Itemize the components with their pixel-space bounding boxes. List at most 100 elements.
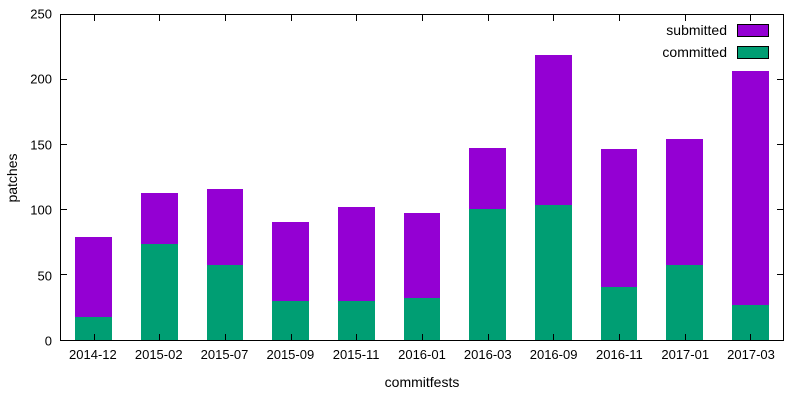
segment-committed: [600, 286, 638, 340]
segment-committed: [272, 301, 310, 340]
segment-submitted: [666, 138, 703, 265]
bar-slot: [127, 15, 193, 340]
segment-committed: [534, 204, 572, 340]
x-tick-label: 2016-01: [398, 347, 446, 362]
x-tick-label: 2015-07: [200, 347, 249, 362]
legend-item-committed: committed: [662, 44, 769, 60]
y-tick-mark: [61, 144, 67, 145]
segment-committed: [141, 243, 178, 340]
x-axis-label: commitfests: [384, 374, 460, 390]
x-tick-mark: [553, 15, 555, 21]
bars: [61, 15, 783, 340]
segment-submitted: [600, 148, 638, 287]
bar-slot: [192, 15, 258, 340]
x-tick-mark: [93, 15, 95, 21]
x-tick-label: 2016-09: [529, 347, 578, 362]
x-tick-mark: [684, 334, 686, 340]
y-tick-mark: [777, 274, 783, 275]
bar-2017-01: [666, 138, 703, 340]
segment-committed: [666, 264, 703, 340]
bar-2015-02: [141, 193, 178, 340]
legend-label-committed: committed: [662, 44, 727, 60]
segment-submitted: [206, 189, 244, 265]
segment-submitted: [403, 212, 441, 299]
x-tick-mark: [750, 15, 752, 21]
segment-committed: [206, 264, 244, 340]
x-tick-label: 2014-12: [69, 347, 117, 362]
bar-slot: [520, 15, 586, 340]
segment-submitted: [731, 70, 769, 305]
x-tick-mark: [684, 15, 686, 21]
bar-slot: [389, 15, 455, 340]
segment-committed: [403, 298, 441, 340]
y-tick-label: 0: [44, 333, 52, 349]
x-tick-label: 2015-09: [266, 347, 315, 362]
bar-2017-03: [731, 70, 769, 340]
y-tick-mark: [61, 209, 67, 210]
x-tick-mark: [618, 334, 620, 340]
y-tick-label: 100: [30, 202, 52, 218]
bar-slot: [717, 15, 783, 340]
bar-slot: [652, 15, 718, 340]
y-tick-mark: [777, 144, 783, 145]
bar-slot: [455, 15, 521, 340]
segment-submitted: [534, 55, 572, 205]
x-tick-label: 2015-02: [134, 347, 183, 362]
bar-slot: [324, 15, 390, 340]
x-tick-label: 2017-03: [727, 347, 775, 362]
bar-2015-07: [206, 189, 244, 340]
plot-area: submitted committed: [60, 14, 784, 341]
legend-item-submitted: submitted: [666, 22, 769, 38]
x-tick-mark: [487, 15, 489, 21]
segment-committed: [338, 301, 375, 340]
x-tick-label: 2016-03: [463, 347, 512, 362]
x-axis-tick-labels: 2014-12 2015-02 2015-07 2015-09 2015-11 2016-…: [60, 347, 784, 362]
bar-2014-12: [75, 237, 113, 340]
y-tick-mark: [61, 79, 67, 80]
x-tick-mark: [750, 334, 752, 340]
segment-submitted: [141, 193, 178, 244]
bar-slot: [258, 15, 324, 340]
y-tick-mark: [777, 209, 783, 210]
x-tick-mark: [356, 334, 358, 340]
segment-submitted: [469, 147, 507, 209]
y-tick-mark: [777, 79, 783, 80]
segment-committed: [75, 316, 113, 340]
x-tick-mark: [356, 15, 358, 21]
legend-swatch-committed: [737, 45, 769, 59]
bar-2015-11: [338, 207, 375, 340]
x-tick-mark: [93, 334, 95, 340]
legend-label-submitted: submitted: [666, 22, 727, 38]
x-tick-mark: [290, 334, 292, 340]
bar-2016-11: [600, 148, 638, 340]
bar-2016-09: [534, 55, 572, 340]
y-tick-mark: [61, 274, 67, 275]
bar-slot: [61, 15, 127, 340]
segment-submitted: [338, 207, 375, 302]
x-tick-mark: [487, 334, 489, 340]
legend: submitted committed: [662, 22, 769, 60]
x-tick-mark: [225, 334, 227, 340]
segment-submitted: [272, 221, 310, 302]
bar-2016-03: [469, 147, 507, 340]
y-tick-label: 50: [37, 268, 52, 284]
x-tick-mark: [225, 15, 227, 21]
x-tick-mark: [159, 15, 161, 21]
bar-2015-09: [272, 221, 310, 340]
x-tick-label: 2015-11: [332, 347, 380, 362]
segment-committed: [469, 208, 507, 340]
x-tick-mark: [422, 334, 423, 340]
y-tick-label: 150: [30, 137, 52, 153]
x-tick-mark: [290, 15, 292, 21]
x-tick-mark: [618, 15, 620, 21]
bar-slot: [586, 15, 652, 340]
x-tick-mark: [553, 334, 555, 340]
y-tick-label: 200: [30, 71, 52, 87]
y-tick-label: 250: [30, 6, 52, 22]
x-tick-mark: [159, 334, 161, 340]
x-tick-label: 2017-01: [661, 347, 710, 362]
bar-2016-01: [403, 212, 441, 340]
y-axis-tick-labels: 0 50 100 150 200 250: [0, 8, 52, 348]
x-tick-label: 2016-11: [596, 347, 643, 362]
x-tick-mark: [422, 15, 423, 21]
